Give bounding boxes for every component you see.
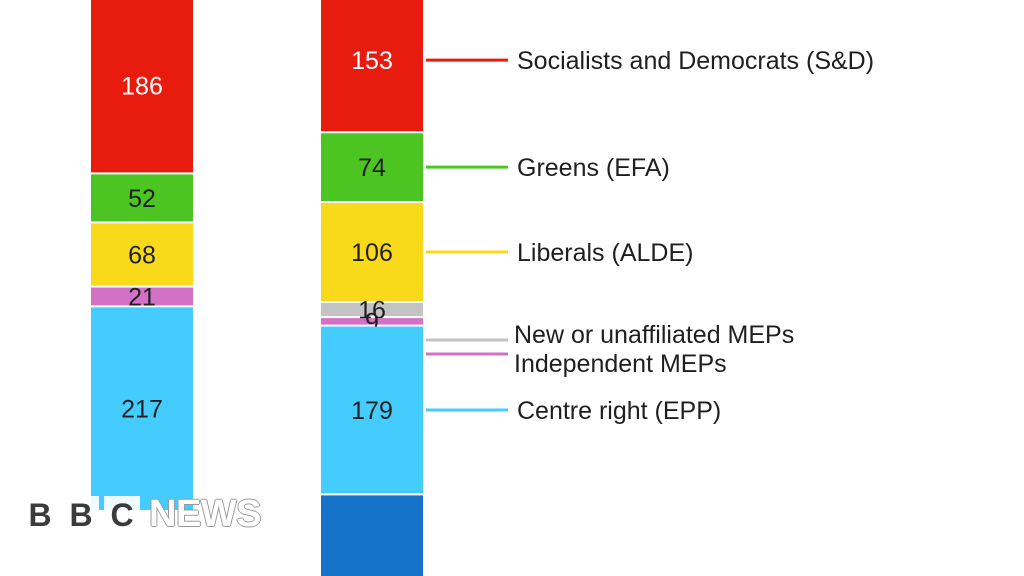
bar-1-value-label-1: 186: [121, 73, 163, 101]
bbc-logo-letter-c: C: [104, 495, 140, 534]
bar-2-segment-7: [321, 495, 423, 576]
bar-2-segment-6: [321, 326, 423, 494]
bar-1-segment-3: [91, 223, 193, 286]
bar-1-segment-2: [91, 174, 193, 222]
legend-label-3: Liberals (ALDE): [517, 239, 693, 267]
bar-1-segment-1: [91, 0, 193, 173]
bar-1-value-label-3: 68: [128, 241, 156, 269]
bar-2-segment-4: [321, 303, 423, 317]
bar-2-value-label-6: 179: [351, 397, 393, 425]
bar-1-value-label-5: 217: [121, 396, 163, 424]
bar-2-value-label-2: 74: [358, 154, 386, 182]
bar-1: 186 52 68 21 217: [91, 0, 193, 510]
legend-label-2: Greens (EFA): [517, 154, 670, 182]
legend-label-1: Socialists and Democrats (S&D): [517, 47, 874, 75]
legend-label-5: Independent MEPs: [514, 350, 727, 378]
bar-2-segment-3: [321, 203, 423, 302]
bar-1-value-label-4: 21: [128, 283, 156, 311]
bar-2-segment-2: [321, 133, 423, 202]
bbc-logo-news-word: NEWS: [149, 493, 262, 535]
bar-1-value-label-2: 52: [128, 185, 156, 213]
legend-label-6: Centre right (EPP): [517, 397, 721, 425]
bar-2-segment-1: [321, 0, 423, 132]
legend-label-4: New or unaffiliated MEPs: [514, 321, 794, 349]
bar-2-value-label-3: 106: [351, 239, 393, 267]
bbc-logo-letter-b2: B: [63, 495, 99, 534]
bar-2-segment-5: [321, 318, 423, 325]
bbc-logo-letter-b1: B: [22, 495, 58, 534]
bbc-news-logo: B B C NEWS: [22, 493, 262, 536]
bar-1-segment-4: [91, 287, 193, 306]
bar-2-value-label-1: 153: [351, 47, 393, 75]
bar-1-segment-5: [91, 307, 193, 510]
